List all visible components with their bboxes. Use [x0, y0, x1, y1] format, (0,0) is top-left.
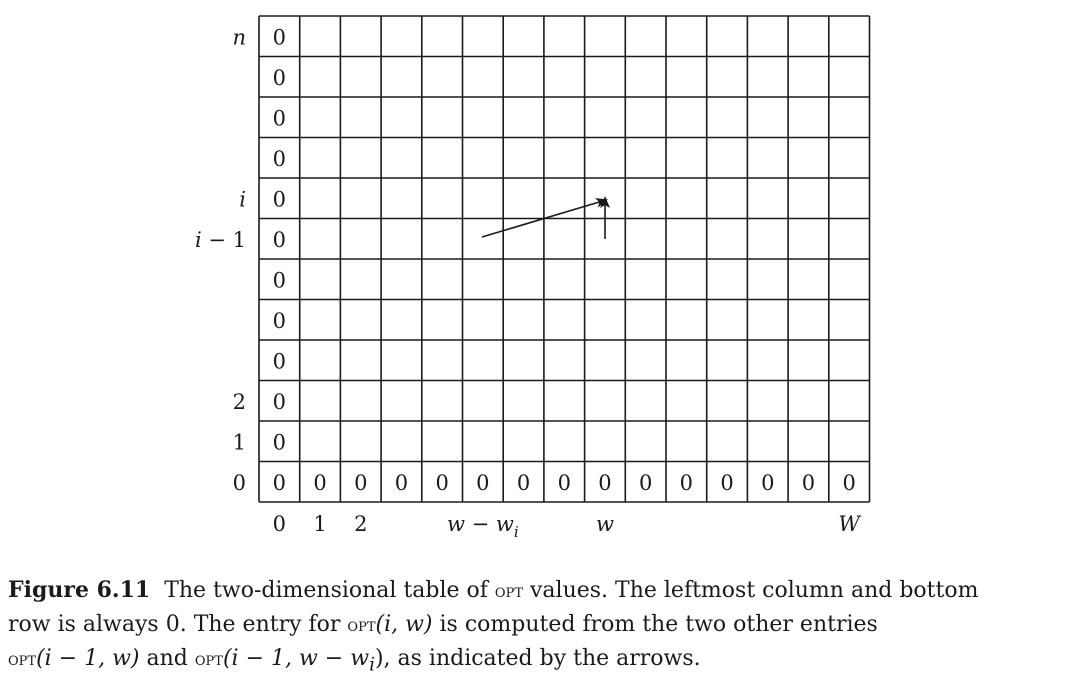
opt-term: OPT [8, 648, 37, 670]
caption-text: is computed from the two other entries [432, 612, 878, 637]
zero-cell: 0 [639, 471, 652, 495]
row-labels: n i i − 1 2 1 0 [195, 25, 246, 495]
row-label: 0 [233, 471, 246, 495]
row-label: i − 1 [195, 228, 246, 252]
zero-cell: 0 [273, 349, 286, 373]
caption-line-2: row is always 0. The entry for OPT(i, w)… [8, 608, 1058, 642]
zero-cell: 0 [273, 187, 286, 211]
col-label: 2 [354, 512, 367, 536]
caption-line-1: Figure 6.11 The two-dimensional table of… [8, 574, 1058, 608]
col-label: W [838, 512, 862, 536]
zero-cell: 0 [395, 471, 408, 495]
caption-math-subscript: i [369, 654, 375, 676]
opt-term: OPT [347, 614, 376, 636]
zero-cell: 0 [313, 471, 326, 495]
caption-text: The two-dimensional table of [164, 578, 495, 603]
zero-cell: 0 [802, 471, 815, 495]
zero-cell: 0 [273, 66, 286, 90]
row-label: 2 [233, 390, 246, 414]
zero-cell: 0 [273, 471, 286, 495]
zero-cell: 0 [273, 228, 286, 252]
figure-label: Figure 6.11 [8, 577, 151, 603]
caption-math: (i − 1, w) [36, 646, 140, 671]
zero-cell: 0 [680, 471, 693, 495]
table-grid [258, 15, 871, 503]
zero-cell: 0 [273, 309, 286, 333]
zero-cell: 0 [598, 471, 611, 495]
opt-term: OPT [194, 648, 223, 670]
caption-text: row is always 0. The entry for [8, 612, 348, 637]
zero-cell: 0 [558, 471, 571, 495]
caption-text: and [139, 646, 195, 671]
zero-cell: 0 [273, 390, 286, 414]
zero-cell: 0 [273, 430, 286, 454]
caption-math: (i, w) [375, 612, 433, 637]
col-label: w − wi [447, 512, 519, 541]
zero-cell: 0 [720, 471, 733, 495]
caption-math: (i − 1, w − w [222, 646, 370, 671]
col-label: 0 [273, 512, 286, 536]
opt-table-figure: 0 0 0 0 0 0 0 0 0 0 0 0 0 0 0 0 0 0 0 0 0 0 0 0 0 0 n i i − 1 2 1 0 0 1… [195, 15, 871, 541]
zero-cell: 0 [354, 471, 367, 495]
opt-term: OPT [494, 580, 523, 602]
zero-cell: 0 [476, 471, 489, 495]
col-label: w [596, 512, 614, 536]
row-label: n [232, 25, 246, 49]
caption-text: ), as indicated by the arrows. [374, 646, 701, 671]
zero-cell: 0 [435, 471, 448, 495]
diagonal-arrow [481, 198, 608, 238]
zero-cell: 0 [761, 471, 774, 495]
row-label: i [239, 187, 246, 211]
zero-cell: 0 [273, 25, 286, 49]
zero-cell: 0 [842, 471, 855, 495]
figure-caption: Figure 6.11 The two-dimensional table of… [8, 574, 1058, 681]
row-label: 1 [233, 430, 246, 454]
column-labels: 0 1 2 w − wi w W [273, 512, 863, 541]
zero-cell: 0 [273, 268, 286, 292]
caption-text: values. The leftmost column and bottom [523, 578, 979, 603]
caption-line-3: OPT(i − 1, w) and OPT(i − 1, w − wi), as… [8, 642, 1058, 681]
zero-cell: 0 [273, 106, 286, 130]
dependency-arrows [481, 196, 610, 239]
table-cells: 0 0 0 0 0 0 0 0 0 0 0 0 0 0 0 0 0 0 0 0 0 0 0 0 0 0 [273, 25, 856, 495]
zero-cell: 0 [517, 471, 530, 495]
zero-cell: 0 [273, 147, 286, 171]
col-label: 1 [313, 512, 326, 536]
